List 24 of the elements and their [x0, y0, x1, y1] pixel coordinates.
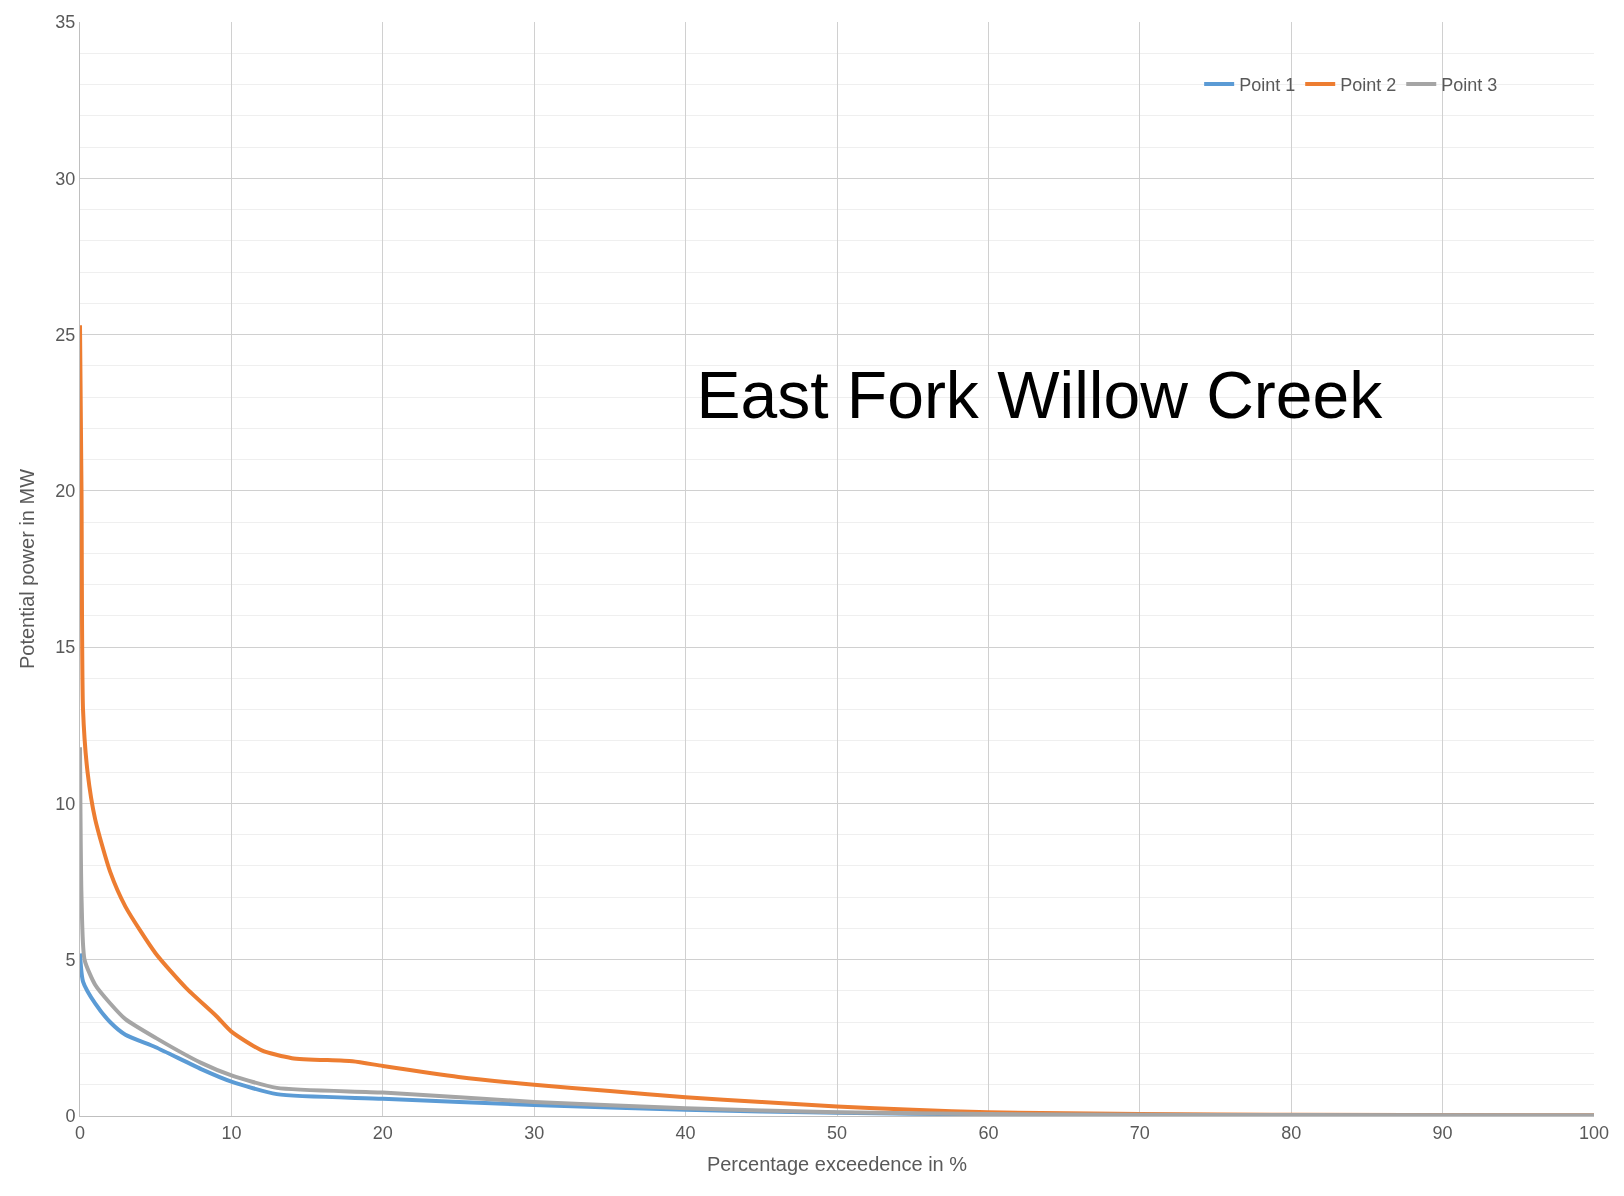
y-tick-label: 0	[65, 1106, 76, 1127]
y-tick-label: 30	[55, 168, 76, 189]
x-tick-label: 50	[826, 1122, 848, 1143]
x-axis-title: Percentage exceedence in %	[706, 1153, 968, 1176]
x-tick-label: 60	[978, 1122, 999, 1143]
y-tick-label: 15	[55, 637, 76, 658]
x-tick-label: 100	[1578, 1122, 1610, 1143]
y-tick-label: 5	[65, 950, 76, 971]
y-tick-label: 10	[55, 793, 76, 814]
y-tick-label: 20	[55, 481, 76, 502]
y-tick-label: 25	[55, 324, 76, 345]
legend-label: Point 3	[1441, 74, 1498, 95]
x-tick-label: 20	[372, 1122, 393, 1143]
legend-label: Point 2	[1340, 74, 1397, 95]
y-axis-title: Potential power in MW	[15, 468, 38, 670]
x-tick-label: 40	[675, 1122, 696, 1143]
x-tick-label: 30	[524, 1122, 545, 1143]
legend-label: Point 1	[1239, 74, 1296, 95]
x-tick-label: 70	[1129, 1122, 1150, 1143]
x-tick-label: 90	[1432, 1122, 1453, 1143]
x-tick-label: 80	[1281, 1122, 1302, 1143]
x-tick-label: 10	[221, 1122, 242, 1143]
y-tick-label: 35	[55, 12, 76, 33]
text: East Fork Willow Creek	[696, 357, 1384, 432]
